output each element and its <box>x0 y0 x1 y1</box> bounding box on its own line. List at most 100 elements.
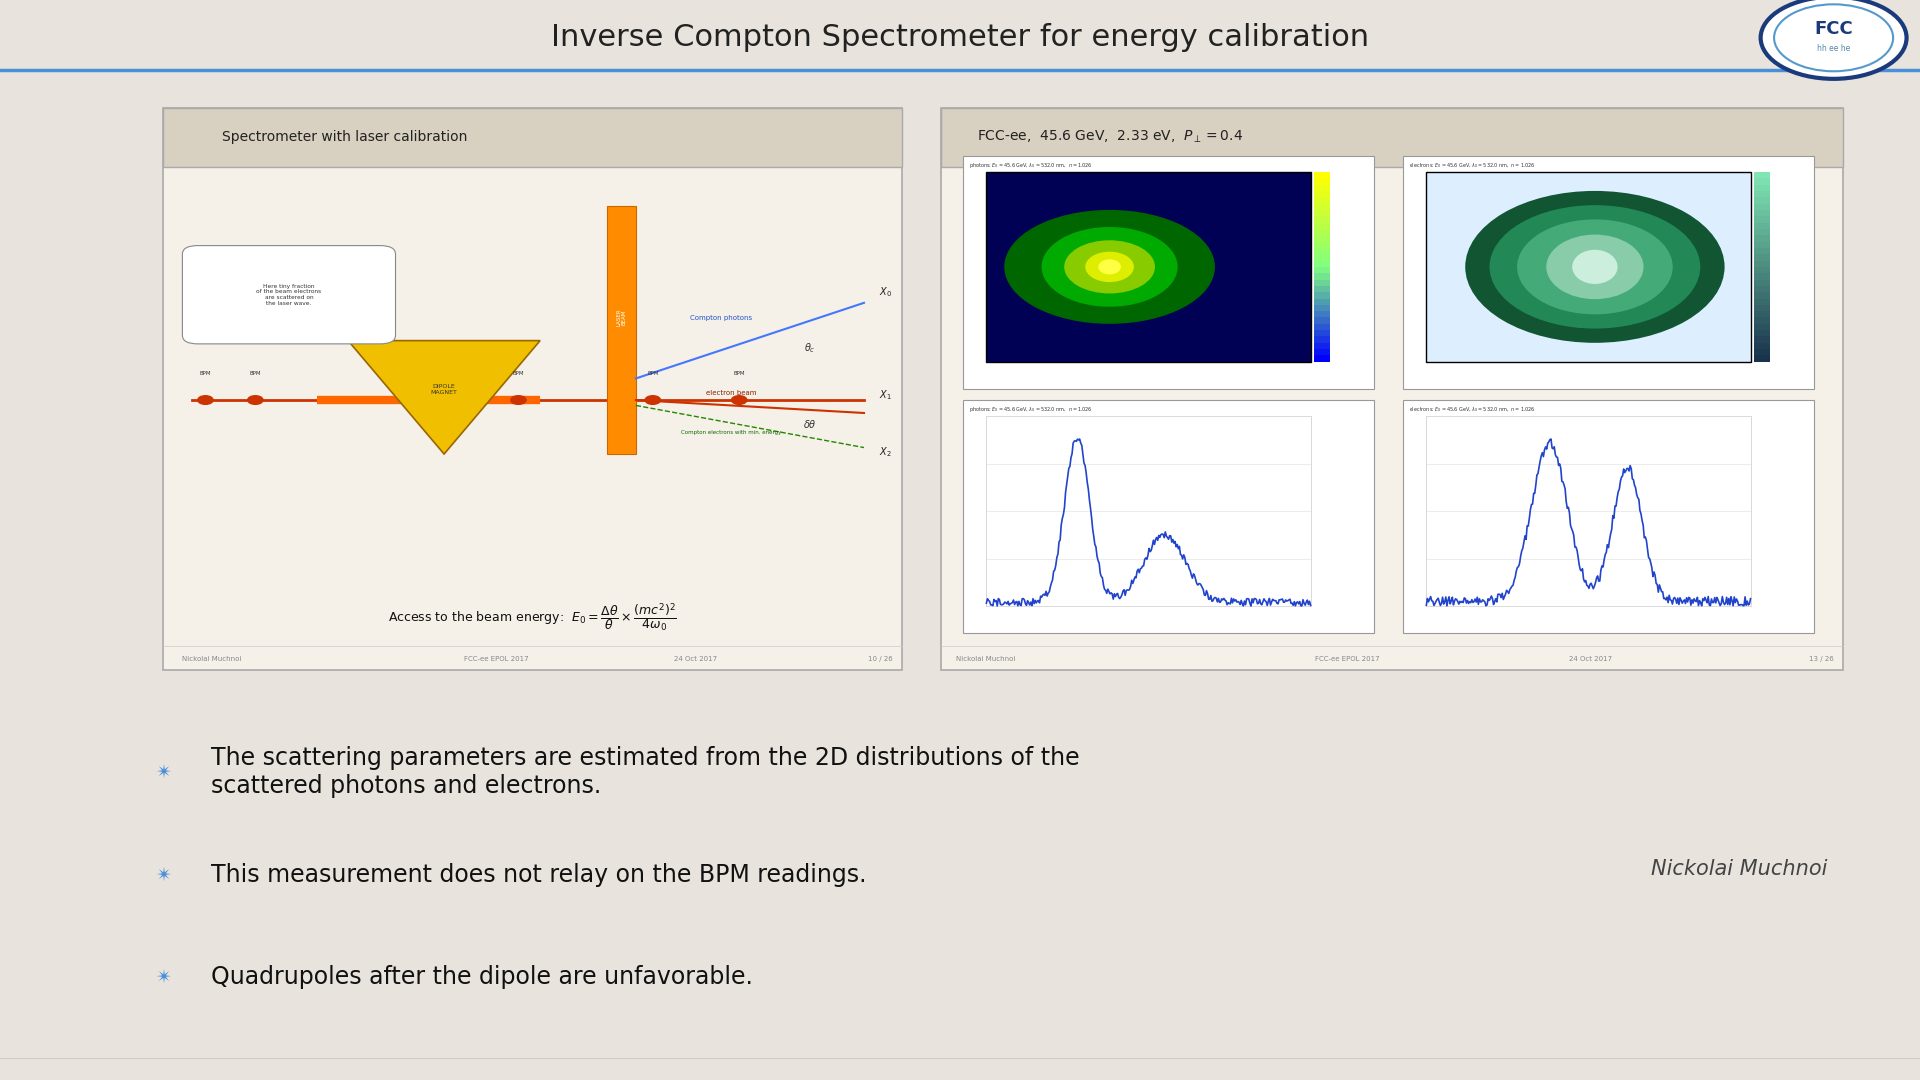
Text: Nickolai Muchnoi: Nickolai Muchnoi <box>182 656 242 662</box>
Text: 13 / 26: 13 / 26 <box>1809 656 1834 662</box>
FancyBboxPatch shape <box>1315 318 1331 324</box>
FancyBboxPatch shape <box>1315 172 1331 178</box>
FancyBboxPatch shape <box>1755 185 1770 191</box>
Ellipse shape <box>1064 240 1156 294</box>
Ellipse shape <box>1546 234 1644 299</box>
FancyBboxPatch shape <box>182 245 396 343</box>
Text: Quadrupoles after the dipole are unfavorable.: Quadrupoles after the dipole are unfavor… <box>211 966 753 989</box>
FancyBboxPatch shape <box>1755 178 1770 185</box>
Text: electrons: $E_0=45.6$ GeV, $\lambda_0=532.0$ nm,  $n=1.026$: electrons: $E_0=45.6$ GeV, $\lambda_0=53… <box>1409 161 1536 170</box>
Text: $\delta\theta$: $\delta\theta$ <box>803 418 818 430</box>
FancyBboxPatch shape <box>163 108 902 167</box>
Text: Nickolai Muchnoi: Nickolai Muchnoi <box>1651 860 1828 879</box>
FancyBboxPatch shape <box>1755 318 1770 324</box>
Circle shape <box>198 395 213 404</box>
FancyBboxPatch shape <box>1315 330 1331 337</box>
FancyBboxPatch shape <box>1315 355 1331 362</box>
Text: photons: $E_0=45.6$ GeV, $\lambda_0=532.0$ nm,  $n=1.026$: photons: $E_0=45.6$ GeV, $\lambda_0=532.… <box>970 161 1092 171</box>
Text: This measurement does not relay on the BPM readings.: This measurement does not relay on the B… <box>211 863 866 887</box>
FancyBboxPatch shape <box>1315 191 1331 198</box>
Ellipse shape <box>1517 219 1672 314</box>
FancyBboxPatch shape <box>1404 400 1814 633</box>
Text: BPM: BPM <box>200 372 211 376</box>
FancyBboxPatch shape <box>1315 324 1331 330</box>
Text: BPM: BPM <box>647 372 659 376</box>
Text: FCC-ee,  45.6 GeV,  2.33 eV,  $P_\perp = 0.4$: FCC-ee, 45.6 GeV, 2.33 eV, $P_\perp = 0.… <box>977 129 1242 146</box>
FancyBboxPatch shape <box>1755 191 1770 198</box>
FancyBboxPatch shape <box>1755 229 1770 235</box>
Text: 10 / 26: 10 / 26 <box>868 656 893 662</box>
Text: 24 Oct 2017: 24 Oct 2017 <box>674 656 716 662</box>
FancyBboxPatch shape <box>1755 260 1770 267</box>
Text: FCC: FCC <box>1814 21 1853 38</box>
FancyBboxPatch shape <box>1315 229 1331 235</box>
FancyBboxPatch shape <box>941 108 1843 167</box>
Text: Compton electrons with min. energy: Compton electrons with min. energy <box>680 430 781 435</box>
FancyBboxPatch shape <box>1315 235 1331 242</box>
Text: FCC-ee EPOL 2017: FCC-ee EPOL 2017 <box>463 656 528 662</box>
FancyBboxPatch shape <box>1755 286 1770 293</box>
FancyBboxPatch shape <box>1315 222 1331 229</box>
FancyBboxPatch shape <box>1755 242 1770 248</box>
FancyBboxPatch shape <box>1315 198 1331 203</box>
FancyBboxPatch shape <box>1755 298 1770 305</box>
FancyBboxPatch shape <box>1315 254 1331 260</box>
FancyBboxPatch shape <box>1755 216 1770 222</box>
FancyBboxPatch shape <box>1404 156 1814 389</box>
Ellipse shape <box>1572 249 1617 284</box>
FancyBboxPatch shape <box>1315 178 1331 185</box>
Text: $\theta_c$: $\theta_c$ <box>804 341 816 355</box>
FancyBboxPatch shape <box>163 108 902 670</box>
Text: Inverse Compton Spectrometer for energy calibration: Inverse Compton Spectrometer for energy … <box>551 24 1369 52</box>
FancyBboxPatch shape <box>1755 305 1770 311</box>
FancyBboxPatch shape <box>1315 280 1331 286</box>
FancyBboxPatch shape <box>1755 235 1770 242</box>
Text: Spectrometer with laser calibration: Spectrometer with laser calibration <box>223 131 468 144</box>
FancyBboxPatch shape <box>1315 298 1331 305</box>
Text: Here tiny fraction
of the beam electrons
are scattered on
the laser wave.: Here tiny fraction of the beam electrons… <box>257 284 321 306</box>
Text: DIPOLE
MAGNET: DIPOLE MAGNET <box>430 383 457 394</box>
Ellipse shape <box>1098 259 1121 274</box>
FancyBboxPatch shape <box>1315 342 1331 349</box>
FancyBboxPatch shape <box>1315 242 1331 248</box>
Text: LASER
BEAM: LASER BEAM <box>616 309 628 326</box>
FancyBboxPatch shape <box>1315 349 1331 355</box>
Polygon shape <box>348 340 540 454</box>
FancyBboxPatch shape <box>1315 248 1331 254</box>
FancyBboxPatch shape <box>964 156 1375 389</box>
FancyBboxPatch shape <box>607 205 636 454</box>
FancyBboxPatch shape <box>1755 342 1770 349</box>
Text: Nickolai Muchnoi: Nickolai Muchnoi <box>956 656 1016 662</box>
Text: $X_0$: $X_0$ <box>879 285 893 299</box>
FancyBboxPatch shape <box>1755 355 1770 362</box>
FancyBboxPatch shape <box>1755 267 1770 273</box>
Circle shape <box>511 395 526 404</box>
FancyBboxPatch shape <box>1755 280 1770 286</box>
FancyBboxPatch shape <box>1755 210 1770 216</box>
FancyBboxPatch shape <box>1315 210 1331 216</box>
FancyBboxPatch shape <box>1755 349 1770 355</box>
FancyBboxPatch shape <box>1315 267 1331 273</box>
Text: BPM: BPM <box>513 372 524 376</box>
Text: photons: $E_0=45.6$ GeV, $\lambda_0=532.0$ nm,  $n=1.026$: photons: $E_0=45.6$ GeV, $\lambda_0=532.… <box>970 405 1092 415</box>
FancyBboxPatch shape <box>1755 222 1770 229</box>
FancyBboxPatch shape <box>1755 198 1770 203</box>
Text: Access to the beam energy:  $E_0 = \dfrac{\Delta\theta}{\theta} \times \dfrac{(m: Access to the beam energy: $E_0 = \dfrac… <box>388 602 678 634</box>
FancyBboxPatch shape <box>1315 305 1331 311</box>
Ellipse shape <box>1490 205 1701 328</box>
FancyBboxPatch shape <box>1315 185 1331 191</box>
Ellipse shape <box>1465 191 1724 342</box>
Text: BPM: BPM <box>733 372 745 376</box>
FancyBboxPatch shape <box>964 400 1375 633</box>
FancyBboxPatch shape <box>1755 324 1770 330</box>
Ellipse shape <box>1041 227 1177 307</box>
FancyBboxPatch shape <box>1315 260 1331 267</box>
FancyBboxPatch shape <box>987 416 1311 606</box>
FancyBboxPatch shape <box>1315 286 1331 293</box>
Ellipse shape <box>1004 210 1215 324</box>
FancyBboxPatch shape <box>1755 248 1770 254</box>
FancyBboxPatch shape <box>1315 311 1331 318</box>
FancyBboxPatch shape <box>1755 203 1770 210</box>
Text: BPM: BPM <box>250 372 261 376</box>
FancyBboxPatch shape <box>1755 172 1770 178</box>
